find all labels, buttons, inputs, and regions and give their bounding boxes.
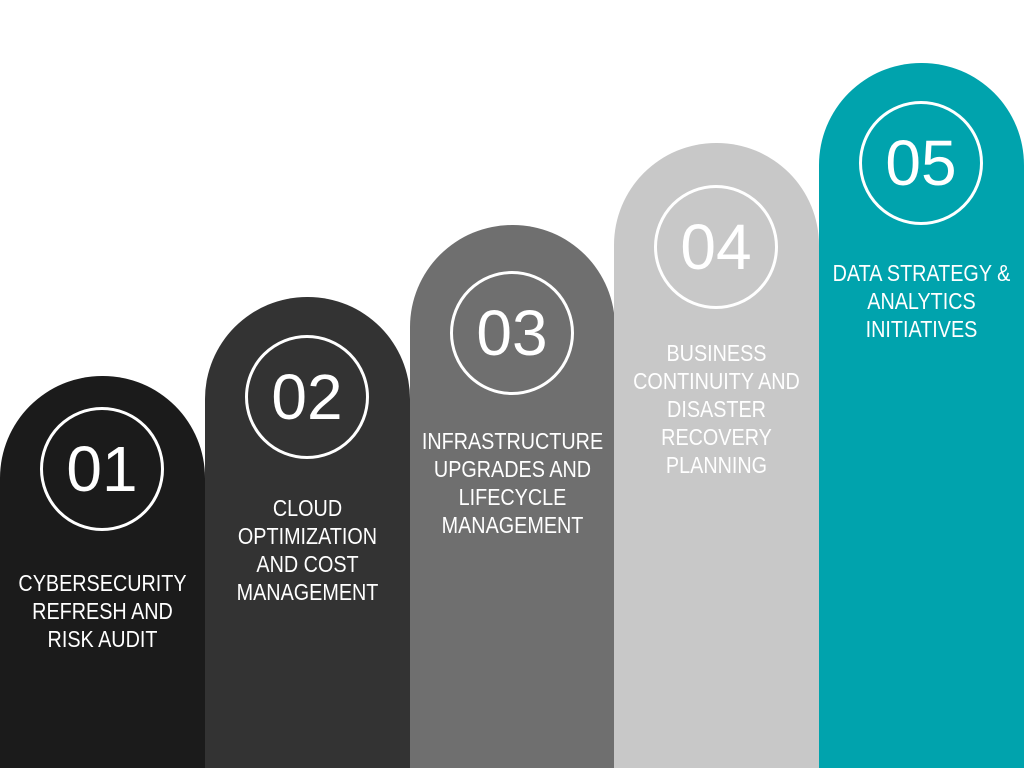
step-title: BUSINESS CONTINUITY AND DISASTER RECOVER… — [633, 340, 800, 478]
step-column-3: 03 INFRASTRUCTURE UPGRADES AND LIFECYCLE… — [410, 225, 615, 768]
step-title: CLOUD OPTIMIZATION AND COST MANAGEMENT — [236, 495, 379, 605]
step-number-circle: 01 — [40, 407, 164, 531]
step-column-4: 04 BUSINESS CONTINUITY AND DISASTER RECO… — [614, 143, 819, 768]
step-number-circle: 02 — [245, 335, 369, 459]
step-title: CYBERSECURITY REFRESH AND RISK AUDIT — [18, 570, 187, 652]
step-column-5: 05 DATA STRATEGY & ANALYTICS INITIATIVES — [819, 63, 1024, 768]
step-number-circle: 05 — [859, 101, 983, 225]
step-number: 04 — [680, 211, 752, 283]
step-column-2: 02 CLOUD OPTIMIZATION AND COST MANAGEMEN… — [205, 297, 410, 768]
step-title: INFRASTRUCTURE UPGRADES AND LIFECYCLE MA… — [421, 428, 604, 538]
step-title: DATA STRATEGY & ANALYTICS INITIATIVES — [832, 260, 1011, 342]
step-number-circle: 04 — [654, 185, 778, 309]
step-column-1: 01 CYBERSECURITY REFRESH AND RISK AUDIT — [0, 376, 205, 768]
step-number: 05 — [885, 127, 957, 199]
step-number-circle: 03 — [450, 271, 574, 395]
step-number: 01 — [66, 433, 138, 505]
step-number: 03 — [476, 297, 548, 369]
step-number: 02 — [271, 361, 343, 433]
